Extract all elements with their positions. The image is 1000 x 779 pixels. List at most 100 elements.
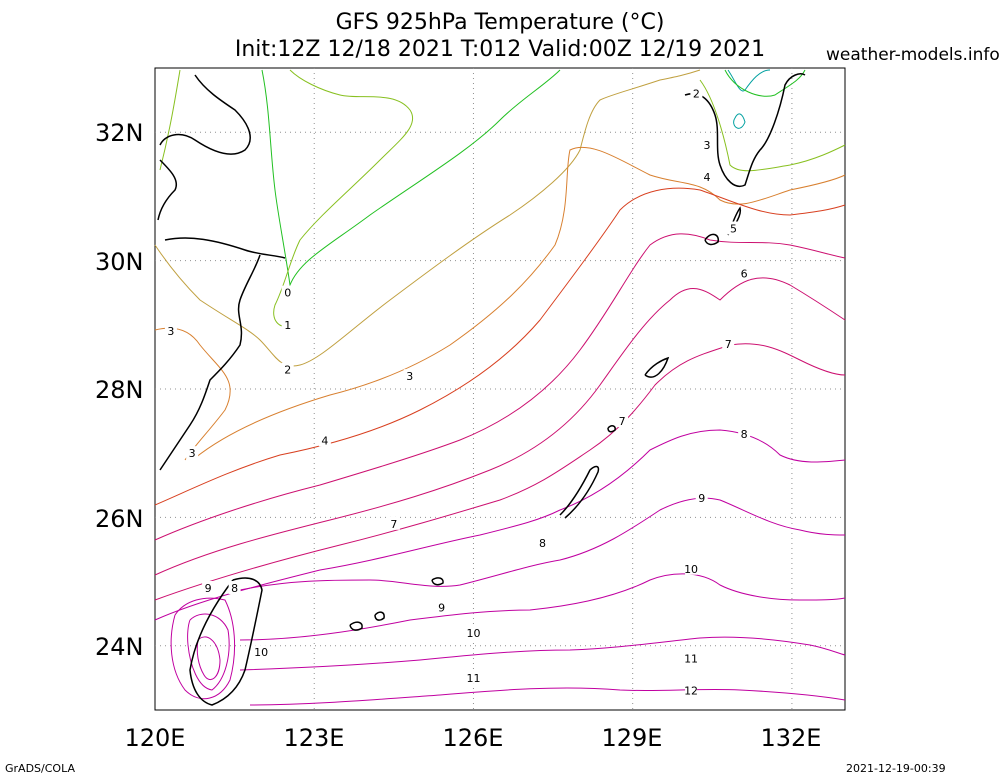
contour-label: 9 — [698, 492, 705, 505]
contour-label-bg — [281, 317, 294, 331]
contour-label: 3 — [406, 370, 413, 383]
contour-label: 4 — [321, 434, 328, 447]
contour-label: 3 — [704, 139, 711, 152]
contour-label-bg — [690, 86, 703, 100]
isotherm-line — [154, 429, 846, 621]
coastline — [644, 356, 670, 378]
contour-label: 10 — [466, 627, 480, 640]
isotherm-line — [159, 69, 414, 327]
coastlines — [157, 73, 806, 706]
isotherm-line — [154, 277, 846, 576]
contour-label-bg — [738, 426, 751, 440]
contour-label-bg — [701, 138, 713, 152]
isotherm-line — [239, 573, 846, 641]
isotherm-line — [724, 69, 806, 97]
contour-label: 8 — [539, 537, 546, 550]
site-credit: weather-models.info — [826, 45, 1000, 65]
contour-label: 7 — [725, 338, 732, 351]
contour-label-bg — [186, 446, 199, 460]
contour-label: 7 — [390, 518, 397, 531]
lon-label-132e: 132E — [760, 724, 822, 752]
contour-label-bg — [536, 536, 549, 550]
coastline — [704, 233, 720, 246]
contour-label-bg — [685, 651, 698, 665]
isotherm-line — [249, 687, 846, 706]
contour-label-bg — [616, 414, 629, 428]
lon-label-126e: 126E — [442, 724, 504, 752]
isotherm-line — [154, 187, 846, 506]
lat-label-30n: 30N — [95, 248, 144, 276]
coastline — [189, 577, 263, 706]
contour-label: 12 — [684, 685, 698, 698]
lat-label-32n: 32N — [95, 119, 144, 147]
contour-label-bg — [701, 170, 713, 184]
contour-label: 4 — [704, 171, 711, 184]
isotherm-line — [196, 636, 221, 680]
temperature-contours — [154, 69, 846, 706]
contour-label-bg — [727, 221, 740, 235]
contour-label: 2 — [284, 364, 291, 377]
contour-label-bg — [467, 625, 480, 639]
contour-label-bg — [202, 581, 215, 595]
lat-label-24n: 24N — [95, 633, 144, 661]
contour-label-bg — [403, 369, 416, 383]
contour-label: 5 — [730, 223, 737, 236]
contour-label-bg — [435, 600, 448, 614]
contour-label: 8 — [231, 582, 238, 595]
contour-label: 3 — [167, 325, 174, 338]
lon-label-120e: 120E — [124, 724, 186, 752]
contour-label: 7 — [619, 415, 626, 428]
footer-software: GrADS/COLA — [5, 762, 75, 775]
isotherm-line — [187, 613, 230, 691]
contour-label: 9 — [438, 601, 445, 614]
contour-label: 10 — [684, 563, 698, 576]
contour-label-bg — [318, 433, 331, 447]
isotherm-line — [154, 343, 846, 601]
contour-label: 6 — [741, 267, 748, 280]
contour-label: 11 — [684, 653, 698, 666]
contour-label: 3 — [189, 447, 196, 460]
isotherm-line — [154, 233, 846, 541]
contour-label: 1 — [284, 319, 291, 332]
coastline — [159, 74, 251, 155]
contour-label-bg — [685, 683, 698, 697]
isotherm-line — [733, 113, 746, 129]
contour-label-bg — [722, 337, 735, 351]
lon-label-123e: 123E — [283, 724, 345, 752]
coastline — [374, 611, 385, 621]
contour-label: 11 — [466, 672, 480, 685]
isotherm-line — [170, 597, 236, 700]
contour-label-bg — [695, 491, 708, 505]
contour-label-bg — [281, 362, 294, 376]
coastline — [164, 237, 286, 259]
contour-label-bg — [164, 324, 177, 338]
isotherm-line — [239, 497, 846, 591]
contour-label-bg — [387, 516, 400, 530]
contour-label: 10 — [254, 646, 268, 659]
coastline — [159, 254, 261, 471]
footer-timestamp: 2021-12-19-00:39 — [846, 762, 946, 775]
chart-subtitle: Init:12Z 12/18 2021 T:012 Valid:00Z 12/1… — [234, 37, 766, 62]
contour-label-bg — [281, 285, 294, 299]
contour-label-bg — [255, 645, 268, 659]
contour-label: 9 — [205, 582, 212, 595]
contour-label-bg — [738, 266, 751, 280]
contour-label: 2 — [693, 88, 700, 101]
isotherm-line — [699, 79, 846, 172]
contour-label-bg — [467, 670, 480, 684]
coastline — [684, 73, 806, 187]
coastline — [349, 621, 363, 631]
coastline — [559, 465, 600, 519]
contour-label: 8 — [741, 428, 748, 441]
contour-label-bg — [685, 561, 698, 575]
isotherm-line — [154, 146, 846, 461]
contour-label-bg — [228, 581, 241, 595]
isotherm-line — [239, 636, 846, 671]
isotherm-line — [261, 69, 561, 287]
coastline — [157, 159, 177, 221]
lat-label-26n: 26N — [95, 505, 144, 533]
coastline — [431, 577, 444, 586]
lat-label-28n: 28N — [95, 376, 144, 404]
